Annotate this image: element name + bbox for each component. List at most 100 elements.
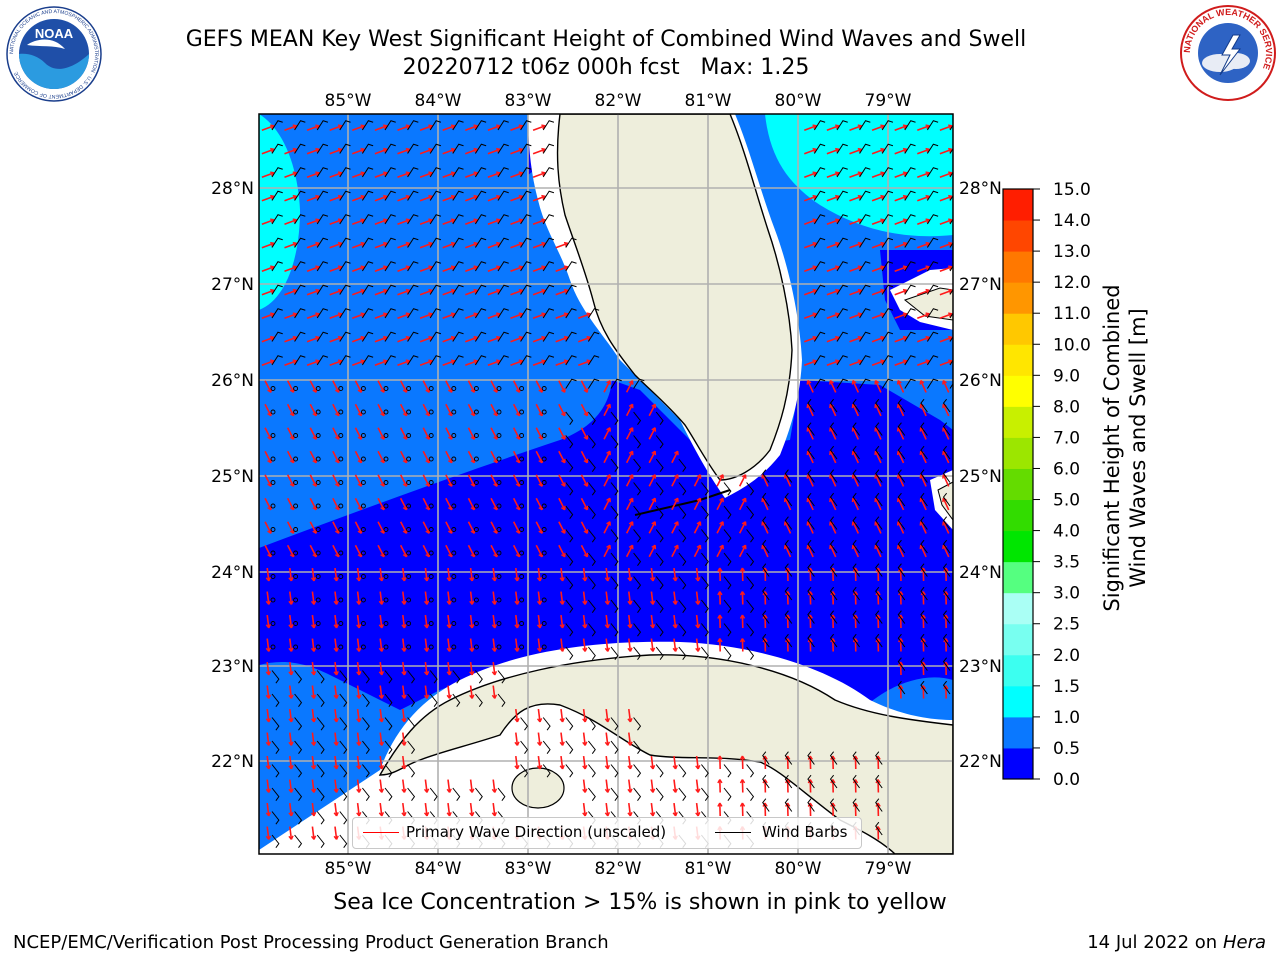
wind-barb-calm — [428, 621, 434, 626]
colorbar-tick-label: 3.0 — [1053, 584, 1080, 604]
wind-barb — [565, 646, 574, 660]
wave-arrow-head — [288, 647, 294, 652]
wave-direction-arrow — [490, 474, 498, 487]
wave-direction-arrow — [826, 195, 840, 202]
wind-barb — [784, 586, 793, 601]
wind-barb — [949, 124, 953, 131]
wave-direction-arrow — [917, 289, 930, 296]
wind-barb — [316, 214, 329, 225]
wave-direction-arrow — [467, 450, 476, 464]
wave-arrow-head — [337, 359, 343, 365]
wind-barb — [588, 529, 596, 543]
wind-barb — [836, 378, 848, 389]
wave-arrow-head — [604, 741, 611, 746]
wave-direction-arrow — [334, 567, 338, 582]
wind-barb — [813, 331, 826, 342]
wind-barb-calm — [270, 621, 276, 626]
wind-barb-calm — [541, 527, 547, 532]
wave-direction-arrow — [849, 125, 862, 131]
wave-direction-arrow — [311, 638, 315, 652]
wave-arrow-head — [310, 788, 317, 793]
wind-barb — [897, 445, 906, 460]
colorbar-cell — [1003, 685, 1033, 718]
wave-direction-arrow — [673, 591, 677, 605]
wave-direction-arrow — [306, 336, 320, 343]
colorbar-title-line1: Significant Height of Combined — [1100, 284, 1124, 612]
wave-direction-arrow — [377, 427, 385, 440]
wave-direction-arrow — [628, 614, 632, 629]
wave-arrow-head — [383, 124, 388, 130]
wind-barb — [429, 355, 442, 366]
wind-barb-calm — [406, 503, 412, 509]
wave-arrow-head — [496, 335, 501, 341]
wave-direction-arrow — [447, 638, 451, 652]
wave-arrow-head — [496, 288, 501, 294]
wave-direction-arrow — [469, 638, 473, 652]
wind-barb — [852, 516, 861, 530]
wave-direction-arrow — [603, 544, 611, 558]
wind-barb-calm — [338, 386, 344, 391]
wind-barb — [339, 190, 351, 201]
wave-direction-arrow — [352, 266, 365, 272]
wave-direction-arrow — [806, 380, 814, 393]
wind-barb — [316, 811, 325, 825]
wind-barb — [942, 398, 951, 413]
wave-direction-arrow — [580, 450, 589, 464]
wave-direction-arrow — [402, 779, 406, 793]
wind-barb — [904, 120, 916, 131]
colorbar-cell — [1003, 220, 1033, 252]
wave-direction-arrow — [515, 708, 519, 723]
wind-barb — [294, 764, 303, 778]
wind-barb — [474, 284, 487, 295]
wave-arrow-head — [948, 124, 953, 130]
wind-barb-calm — [293, 503, 299, 509]
wave-direction-arrow — [939, 266, 953, 272]
wave-arrow-head — [880, 147, 885, 153]
wind-barb — [942, 492, 951, 507]
wave-arrow-head — [606, 403, 611, 409]
wind-barb — [881, 214, 894, 225]
wind-barb — [407, 190, 419, 201]
wave-arrow-head — [586, 335, 592, 341]
wave-arrow-head — [496, 218, 501, 224]
wave-arrow-head — [315, 288, 320, 294]
wind-barb — [316, 261, 329, 272]
wave-arrow-head — [651, 544, 657, 550]
wave-direction-arrow — [605, 614, 609, 629]
wave-direction-arrow — [467, 380, 476, 393]
wave-arrow-head — [880, 359, 885, 365]
wind-barb — [875, 798, 883, 812]
wind-barb — [897, 633, 906, 648]
wind-barb — [926, 120, 939, 131]
wind-barb-calm — [360, 386, 366, 391]
wave-direction-arrow — [535, 427, 543, 440]
wave-direction-arrow — [897, 403, 905, 417]
wind-barb — [271, 214, 283, 225]
wave-arrow-head — [672, 577, 678, 582]
wave-arrow-head — [902, 194, 908, 200]
wave-arrow-head — [902, 288, 908, 294]
wind-barb — [542, 284, 555, 295]
footer-credit: NCEP/EMC/Verification Post Processing Pr… — [13, 932, 609, 953]
wind-barb — [633, 623, 642, 637]
wind-barb — [294, 717, 303, 731]
wind-barb — [949, 335, 953, 342]
wind-barb — [271, 740, 280, 754]
wave-arrow-head — [628, 403, 634, 409]
wind-barb — [813, 308, 826, 319]
wave-direction-arrow — [939, 242, 953, 249]
wave-direction-arrow — [695, 591, 699, 605]
wave-direction-arrow — [894, 148, 908, 155]
wind-barb — [384, 764, 393, 778]
wave-direction-arrow — [306, 360, 320, 366]
wave-direction-arrow — [442, 360, 456, 366]
ocean-level-0-0-5-central — [259, 380, 953, 712]
wave-direction-arrow — [716, 521, 724, 534]
wave-arrow-head — [469, 647, 475, 652]
wind-barb — [836, 190, 848, 201]
wind-barb — [294, 167, 306, 178]
wind-barb — [723, 787, 732, 801]
wave-direction-arrow — [311, 802, 315, 817]
wave-direction-arrow — [650, 779, 654, 793]
wave-direction-arrow — [402, 732, 406, 746]
